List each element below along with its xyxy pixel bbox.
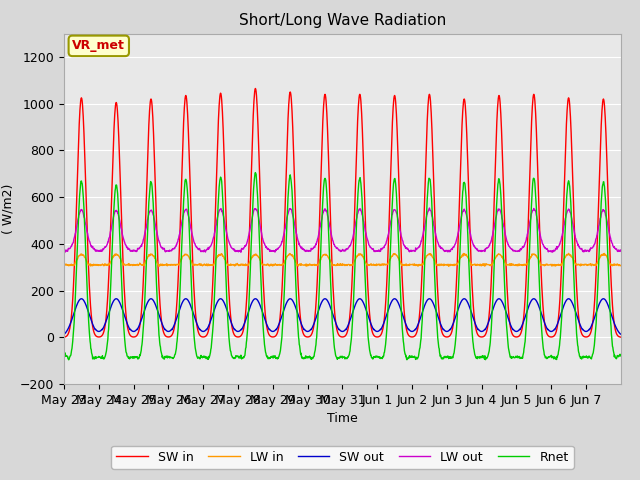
Line: LW in: LW in: [64, 253, 620, 266]
SW in: [147, 96, 155, 102]
LW out: [616, 247, 624, 253]
SW in: [60, 334, 68, 340]
Rnet: [610, 350, 618, 356]
Rnet: [252, 170, 259, 176]
SW in: [328, 258, 336, 264]
SW in: [616, 334, 624, 340]
Rnet: [556, 342, 563, 348]
SW in: [474, 332, 481, 337]
Rnet: [65, 357, 72, 363]
Rnet: [328, 319, 336, 325]
LW out: [610, 244, 618, 250]
LW in: [616, 263, 624, 268]
Legend: SW in, LW in, SW out, LW out, Rnet: SW in, LW in, SW out, LW out, Rnet: [111, 446, 573, 469]
LW in: [610, 262, 618, 267]
SW in: [252, 85, 259, 91]
LW in: [564, 251, 572, 256]
SW out: [556, 316, 563, 322]
Line: SW in: SW in: [64, 88, 620, 337]
Rnet: [474, 354, 482, 360]
SW out: [60, 332, 68, 337]
LW out: [60, 248, 68, 253]
Line: SW out: SW out: [64, 299, 620, 335]
LW in: [60, 262, 68, 267]
LW out: [147, 207, 155, 213]
SW in: [317, 158, 325, 164]
LW out: [328, 235, 336, 240]
Rnet: [318, 220, 326, 226]
SW out: [77, 296, 85, 301]
SW out: [328, 309, 336, 314]
SW out: [317, 300, 325, 306]
Rnet: [616, 353, 624, 359]
LW out: [317, 218, 325, 224]
LW in: [328, 261, 336, 267]
LW in: [556, 262, 563, 268]
Title: Short/Long Wave Radiation: Short/Long Wave Radiation: [239, 13, 446, 28]
LW out: [556, 241, 563, 247]
Y-axis label: ( W/m2): ( W/m2): [1, 184, 14, 234]
SW out: [610, 318, 618, 324]
SW out: [148, 296, 156, 301]
SW in: [556, 307, 563, 313]
Line: Rnet: Rnet: [64, 173, 620, 360]
SW out: [474, 326, 481, 332]
Line: LW out: LW out: [64, 208, 620, 252]
X-axis label: Time: Time: [327, 412, 358, 425]
Rnet: [148, 180, 156, 185]
Rnet: [60, 351, 68, 357]
LW out: [474, 248, 482, 254]
Text: VR_met: VR_met: [72, 39, 125, 52]
LW in: [474, 261, 481, 267]
SW out: [616, 331, 624, 337]
LW in: [317, 255, 325, 261]
LW out: [426, 205, 433, 211]
SW in: [610, 315, 618, 321]
LW out: [237, 250, 244, 255]
LW in: [147, 252, 155, 258]
LW in: [155, 264, 163, 269]
